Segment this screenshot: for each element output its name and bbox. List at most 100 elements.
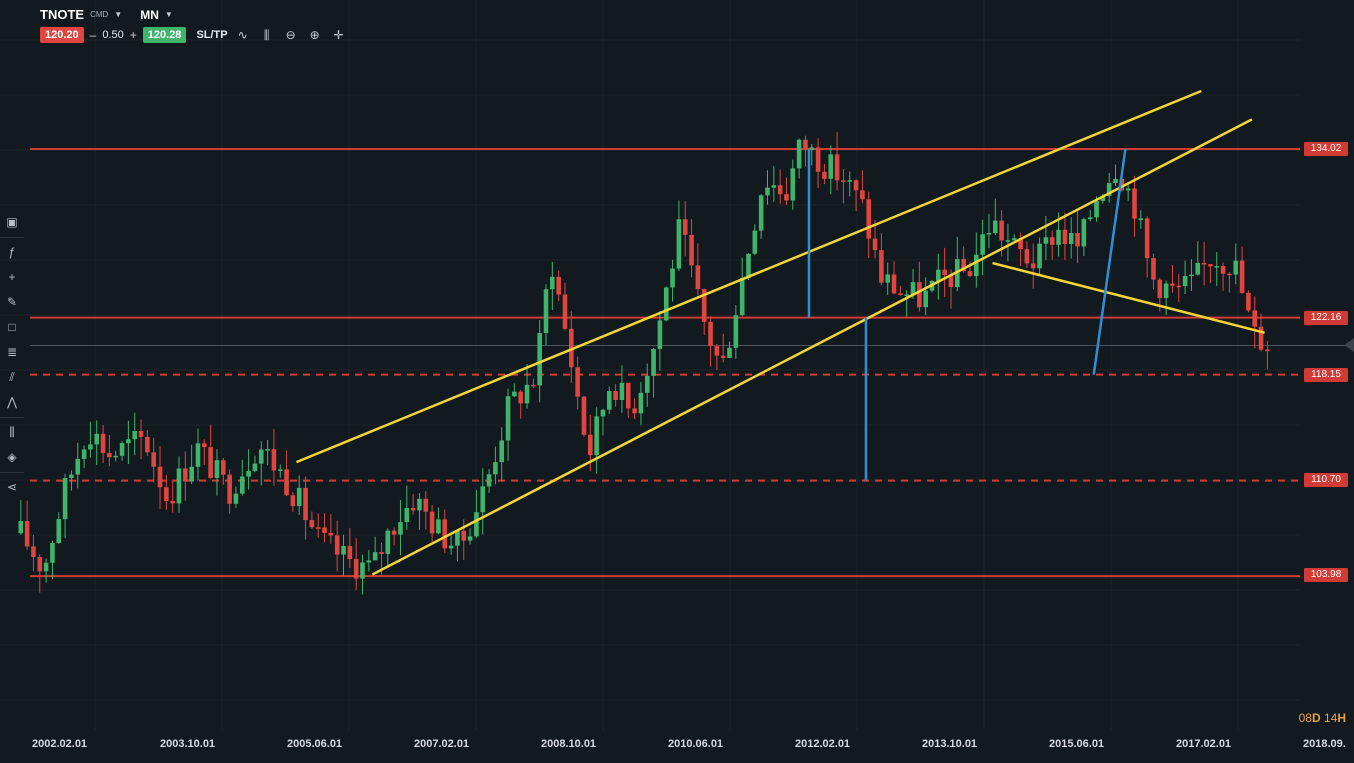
candle-body <box>524 384 530 404</box>
candle-body <box>923 290 928 308</box>
symbol-type: CMD <box>90 10 109 19</box>
candle-body <box>1157 279 1163 299</box>
line-chart-icon[interactable]: ∿ <box>237 28 248 42</box>
candle-body <box>258 449 264 464</box>
candles <box>18 132 1270 595</box>
candle-body <box>37 557 43 572</box>
candle-body <box>1195 262 1201 275</box>
candle-body <box>126 439 131 444</box>
candle-body <box>1144 218 1150 259</box>
candle-body <box>917 282 922 308</box>
candle-body <box>594 416 599 456</box>
candle-body <box>733 315 739 348</box>
candle-body <box>910 282 916 295</box>
rectangle-icon[interactable]: □ <box>8 320 16 334</box>
candles-icon[interactable]: ⫼ <box>263 27 270 42</box>
candle-body <box>790 168 796 201</box>
layers-icon[interactable]: ◈ <box>7 450 17 464</box>
buy-button[interactable]: 120.28 <box>142 27 187 43</box>
candle-body <box>1043 237 1049 244</box>
x-tick-label: 2005.06.01 <box>287 738 343 750</box>
x-tick-label: 2013.10.01 <box>922 738 978 750</box>
candle-body <box>891 274 897 294</box>
candle-body <box>296 487 302 507</box>
candle-body <box>88 444 93 450</box>
candle-body <box>271 449 277 471</box>
candle-body <box>739 277 745 316</box>
candle-body <box>398 522 403 535</box>
x-tick-label: 2018.09. <box>1303 738 1346 750</box>
candle-body <box>746 253 751 278</box>
candle-body <box>284 469 289 496</box>
timer-hours: 14 <box>1323 711 1338 725</box>
candle-body <box>1182 275 1188 287</box>
symbol-name[interactable]: TNOTE <box>40 7 85 22</box>
fib-icon[interactable]: ≣ <box>6 345 18 359</box>
candle-body <box>973 254 979 277</box>
candle-body <box>967 271 973 277</box>
trade-panel: 120.20 – 0.50 + 120.28 SL/TP ∿ ⫼ ⊖ ⊕ ✛ <box>40 27 348 43</box>
candle-body <box>809 147 815 151</box>
candle-body <box>1227 273 1232 276</box>
candle-body <box>360 562 365 579</box>
trend-lines-icon[interactable]: ⫽ <box>9 370 15 384</box>
zoom-in-icon[interactable]: ⊕ <box>309 28 320 42</box>
x-tick-label: 2010.06.01 <box>668 738 724 750</box>
decrease-lot-button[interactable]: – <box>89 28 97 42</box>
candle-body <box>1049 237 1055 245</box>
candle-body <box>575 367 580 397</box>
candle-body <box>676 219 682 269</box>
screen-icon[interactable]: ▣ <box>6 215 18 229</box>
candle-body <box>828 154 834 179</box>
last-price-marker <box>1344 338 1354 352</box>
candle-body <box>1201 262 1207 265</box>
pencil-icon[interactable]: ✎ <box>6 295 18 309</box>
share-icon[interactable]: ⋖ <box>6 480 18 494</box>
candle-body <box>315 527 321 529</box>
x-tick-label: 2002.02.01 <box>32 738 88 750</box>
candle-body <box>227 474 232 504</box>
candle-body <box>56 519 62 544</box>
candle-body <box>872 238 878 251</box>
price-label: 110.70 <box>1304 473 1348 487</box>
candle-body <box>1100 195 1106 201</box>
crosshair-icon[interactable]: ✛ <box>333 28 344 42</box>
candle-body <box>847 180 853 182</box>
chevron-down-icon[interactable]: ▼ <box>164 10 173 19</box>
candles-type-icon[interactable]: ⫼ <box>9 425 15 439</box>
candle-body <box>309 520 315 528</box>
x-tick-label: 2007.02.01 <box>414 738 470 750</box>
candle-body <box>562 294 568 329</box>
candle-body <box>961 259 966 272</box>
timeframe-selector[interactable]: MN <box>140 7 159 22</box>
candle-body <box>1005 240 1011 242</box>
candle-body <box>1037 243 1042 269</box>
lot-size-input[interactable]: 0.50 <box>102 29 124 41</box>
candle-body <box>796 139 802 169</box>
candle-body <box>189 466 194 482</box>
candle-body <box>202 443 207 448</box>
indicator-fx-icon[interactable]: ƒ <box>8 245 16 259</box>
candle-body <box>606 391 612 410</box>
candle-body <box>1189 274 1194 277</box>
candle-body <box>822 171 827 179</box>
increase-lot-button[interactable]: + <box>129 28 137 42</box>
candle-body <box>366 560 372 563</box>
candle-body <box>31 546 36 558</box>
candle-body <box>1176 285 1182 288</box>
price-label: 134.02 <box>1304 142 1348 156</box>
cross-icon[interactable]: + <box>8 270 16 284</box>
patterns-icon[interactable]: ⋀ <box>7 395 17 409</box>
candle-body <box>353 559 359 579</box>
candle-body <box>214 460 220 478</box>
sell-button[interactable]: 120.20 <box>40 27 84 43</box>
chevron-down-icon[interactable]: ▼ <box>114 10 123 19</box>
candle-body <box>948 274 954 288</box>
candle-body <box>164 487 169 501</box>
sltp-button[interactable]: SL/TP <box>196 29 228 41</box>
x-tick-label: 2015.06.01 <box>1049 738 1105 750</box>
candle-body <box>379 552 384 554</box>
chart-header: TNOTE CMD ▼ MN ▼ <box>40 7 185 22</box>
zoom-out-icon[interactable]: ⊖ <box>285 28 296 42</box>
